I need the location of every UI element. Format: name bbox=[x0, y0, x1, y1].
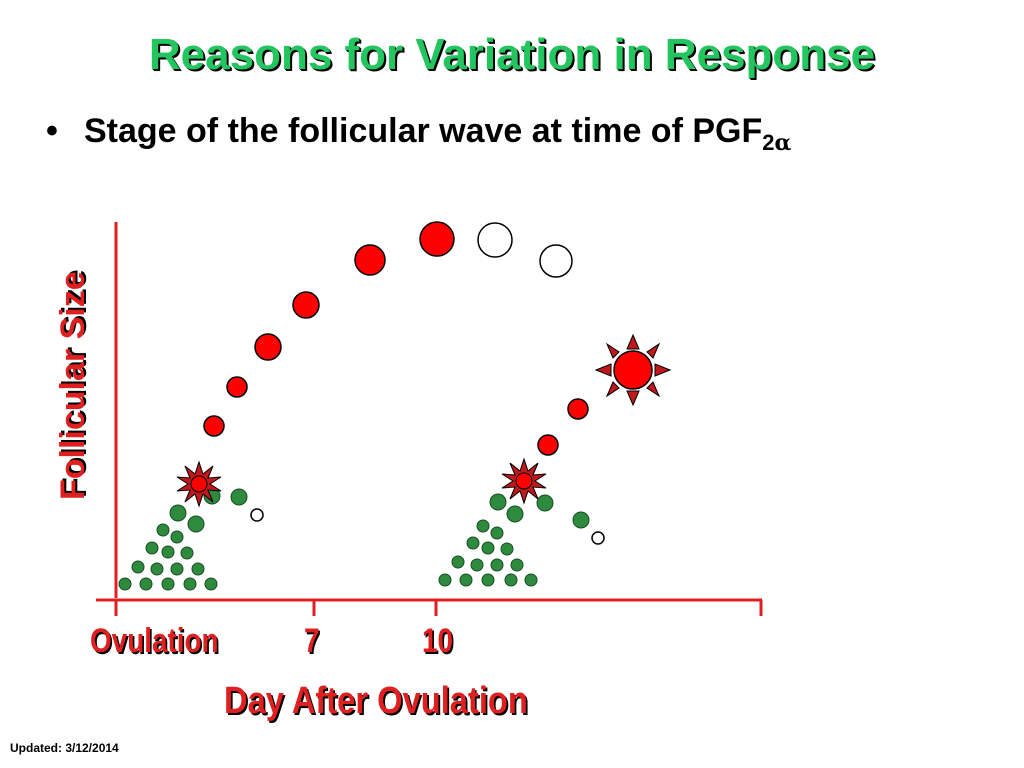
y-axis-label: Follicular Size bbox=[54, 271, 92, 500]
wave2-regressed-small bbox=[591, 531, 605, 545]
wave2-dominant-follicles bbox=[537, 398, 589, 456]
x-tick-label-7: 7 bbox=[304, 622, 320, 660]
x-tick-label-10: 10 bbox=[422, 622, 454, 660]
ovulatory-follicle-burst-icon bbox=[594, 333, 672, 407]
wave2-selection-star-icon bbox=[501, 457, 547, 505]
wave1-regressing-follicles bbox=[477, 222, 573, 278]
slide-title: Reasons for Variation in Response bbox=[148, 30, 876, 79]
bullet-text: Stage of the follicular wave at time of … bbox=[84, 112, 763, 150]
wave1-selection-star-icon bbox=[176, 460, 222, 508]
wave1-green-follicles bbox=[118, 487, 248, 591]
bullet-greek-alpha: α bbox=[774, 130, 792, 156]
bullet-symbol: • bbox=[46, 112, 58, 150]
wave1-regressed-small bbox=[250, 508, 264, 522]
wave2-green-follicles bbox=[438, 493, 590, 587]
wave1-dominant-follicles bbox=[203, 221, 455, 437]
x-axis-label: Day After Ovulation bbox=[224, 680, 528, 722]
updated-footer: Updated: 3/12/2014 bbox=[10, 741, 119, 755]
x-tick-label-ovulation: Ovulation bbox=[90, 622, 219, 660]
bullet-subscript: 2 bbox=[762, 130, 775, 155]
bullet-item: • Stage of the follicular wave at time of… bbox=[46, 112, 791, 156]
